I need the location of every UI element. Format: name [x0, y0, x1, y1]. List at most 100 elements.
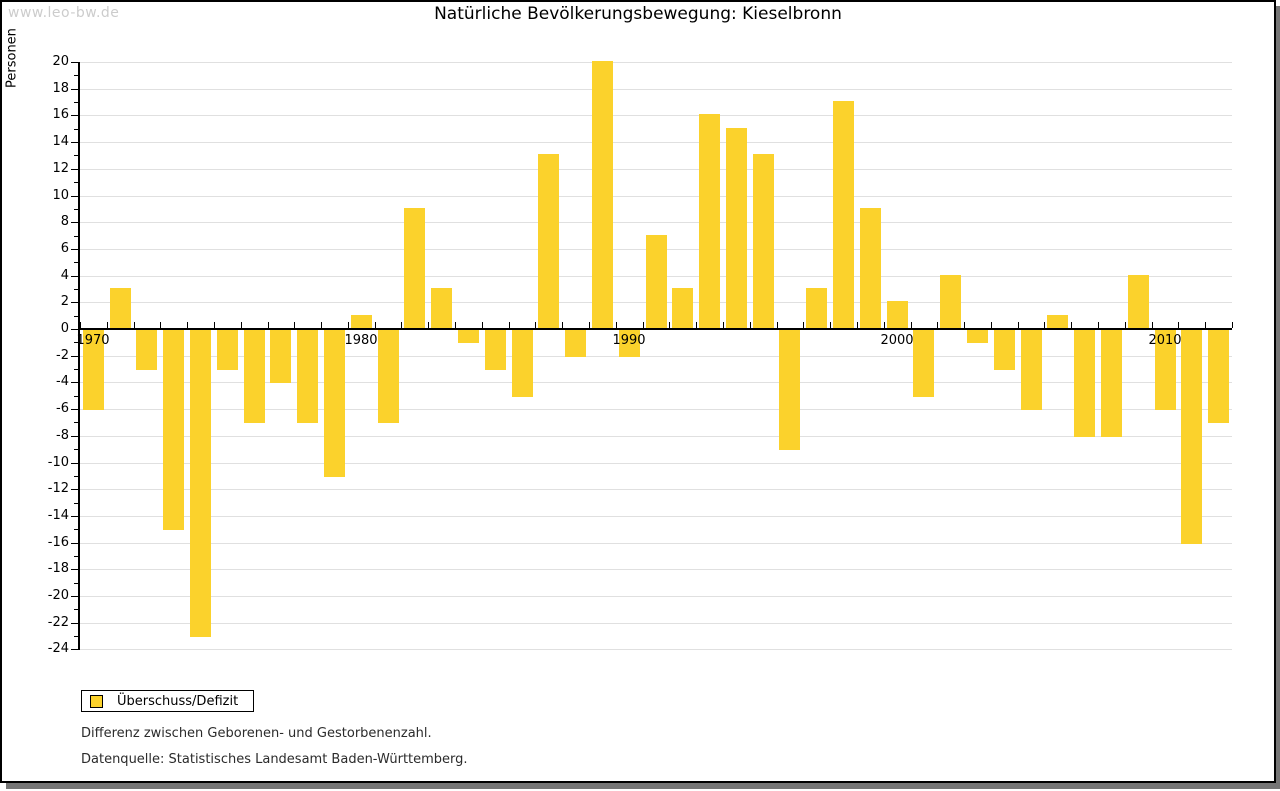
x-tick — [616, 322, 617, 328]
bar — [351, 315, 372, 328]
y-tick — [71, 436, 78, 437]
x-tick — [696, 322, 697, 328]
y-tick — [71, 649, 78, 650]
x-tick — [268, 322, 269, 328]
x-tick — [1232, 322, 1233, 328]
x-tick — [1071, 322, 1072, 328]
bar — [940, 275, 961, 328]
y-tick — [74, 316, 78, 317]
bar — [244, 330, 265, 423]
bar — [619, 330, 640, 357]
gridline — [80, 623, 1232, 624]
bar — [110, 288, 131, 328]
x-tick — [535, 322, 536, 328]
gridline — [80, 356, 1232, 357]
bar — [378, 330, 399, 423]
y-tick — [74, 396, 78, 397]
y-tick — [71, 463, 78, 464]
y-tick-label: 18 — [52, 81, 69, 96]
gridline — [80, 196, 1232, 197]
x-tick — [214, 322, 215, 328]
x-tick — [1044, 322, 1045, 328]
bar — [967, 330, 988, 343]
x-tick — [669, 322, 670, 328]
x-tick-label: 1970 — [76, 333, 110, 348]
bar — [190, 330, 211, 637]
gridline — [80, 489, 1232, 490]
y-tick — [71, 569, 78, 570]
x-tick — [750, 322, 751, 328]
bar — [1074, 330, 1095, 437]
x-tick-label: 2010 — [1148, 333, 1182, 348]
gridline — [80, 89, 1232, 90]
gridline — [80, 516, 1232, 517]
x-tick — [1152, 322, 1153, 328]
watermark: www.leo-bw.de — [8, 5, 120, 21]
y-tick — [71, 409, 78, 410]
x-tick-label: 1990 — [612, 333, 646, 348]
x-tick-label: 2000 — [880, 333, 914, 348]
x-tick — [643, 322, 644, 328]
x-tick — [562, 322, 563, 328]
x-tick — [803, 322, 804, 328]
x-axis-line — [78, 328, 1232, 330]
x-tick-label: 1980 — [344, 333, 378, 348]
y-tick-label: -24 — [47, 641, 69, 656]
y-tick-label: 10 — [52, 188, 69, 203]
bar — [1101, 330, 1122, 437]
y-tick-label: -10 — [47, 455, 69, 470]
bar — [512, 330, 533, 397]
y-tick-label: 6 — [60, 241, 69, 256]
bar — [485, 330, 506, 370]
y-tick — [74, 636, 78, 637]
y-tick — [74, 236, 78, 237]
y-tick — [71, 489, 78, 490]
y-tick — [74, 503, 78, 504]
x-tick — [160, 322, 161, 328]
bar — [1181, 330, 1202, 544]
y-tick — [71, 516, 78, 517]
y-tick-label: 8 — [60, 214, 69, 229]
y-tick — [71, 169, 78, 170]
bar — [994, 330, 1015, 370]
y-tick-label: 14 — [52, 134, 69, 149]
x-tick — [1205, 322, 1206, 328]
y-tick — [74, 609, 78, 610]
y-tick — [74, 182, 78, 183]
gridline — [80, 569, 1232, 570]
gridline — [80, 543, 1232, 544]
bar — [1155, 330, 1176, 410]
bar — [1047, 315, 1068, 328]
bar — [1208, 330, 1229, 423]
x-tick — [187, 322, 188, 328]
gridline — [80, 382, 1232, 383]
x-tick — [911, 322, 912, 328]
x-tick — [428, 322, 429, 328]
y-axis-line — [78, 62, 80, 650]
y-tick-label: -20 — [47, 588, 69, 603]
y-tick-label: 2 — [60, 294, 69, 309]
plot-area: 20 18 16 14 12 10 8 6 4 2 0 -2 -4 -6 -8 -10 -12 -14 -16 -18… — [2, 2, 1274, 781]
x-tick — [937, 322, 938, 328]
bar — [565, 330, 586, 357]
y-tick — [71, 382, 78, 383]
bar — [324, 330, 345, 477]
x-tick — [321, 322, 322, 328]
y-tick-label: -22 — [47, 615, 69, 630]
y-tick — [71, 623, 78, 624]
x-tick — [777, 322, 778, 328]
footnote-definition: Differenz zwischen Geborenen- und Gestor… — [81, 726, 432, 741]
x-tick — [401, 322, 402, 328]
legend-swatch-icon — [90, 694, 103, 708]
y-tick-label: -14 — [47, 508, 69, 523]
y-tick — [74, 209, 78, 210]
x-tick — [509, 322, 510, 328]
y-tick-label: -8 — [56, 428, 69, 443]
y-tick — [74, 556, 78, 557]
bar — [136, 330, 157, 370]
y-tick — [71, 222, 78, 223]
bar — [163, 330, 184, 530]
y-tick-label: 4 — [60, 268, 69, 283]
